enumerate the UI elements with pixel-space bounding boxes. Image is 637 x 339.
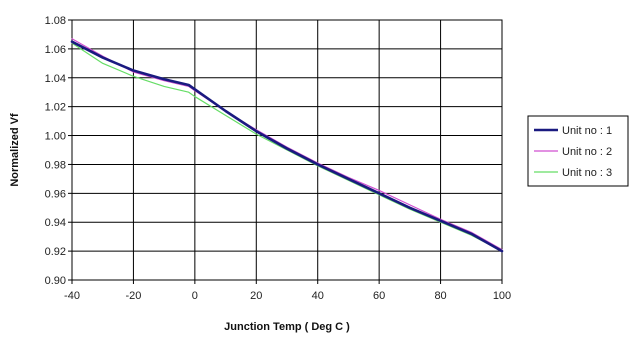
x-tick-label: 40 xyxy=(312,290,324,302)
y-tick-label: 0.90 xyxy=(45,275,66,287)
y-axis-title: Normalized Vf xyxy=(9,113,21,187)
y-tick-label: 1.04 xyxy=(45,73,66,85)
series-line-unit-3 xyxy=(71,42,503,252)
tick-labels: 0.90 0.92 0.94 0.96 0.98 1.00 1.02 1.04 1.06 1.08… xyxy=(45,15,512,302)
x-tick-label: 20 xyxy=(250,290,262,302)
x-tick-label: 100 xyxy=(493,290,511,302)
legend-label-unit-3: Unit no : 3 xyxy=(562,167,612,179)
y-tick-label: 0.96 xyxy=(45,188,66,200)
legend-label-unit-1: Unit no : 1 xyxy=(562,125,612,137)
y-tick-label: 1.08 xyxy=(45,15,66,27)
y-tick-label: 1.00 xyxy=(45,131,66,143)
axes xyxy=(68,19,503,284)
plot-area-border xyxy=(71,19,503,281)
legend-label-unit-2: Unit no : 2 xyxy=(562,146,612,158)
x-tick-label: -20 xyxy=(125,290,141,302)
series-lines xyxy=(70,38,504,253)
x-tick-label: 60 xyxy=(373,290,385,302)
x-tick-label: 0 xyxy=(192,290,198,302)
x-tick-label: 80 xyxy=(434,290,446,302)
y-tick-label: 1.06 xyxy=(45,44,66,56)
series-line-unit-1 xyxy=(70,40,504,253)
x-tick-label: -40 xyxy=(64,290,80,302)
legend: Unit no : 1 Unit no : 2 Unit no : 3 xyxy=(527,115,629,187)
y-tick-label: 0.92 xyxy=(45,246,66,258)
x-axis-title: Junction Temp ( Deg C ) xyxy=(224,321,350,333)
y-tick-label: 0.98 xyxy=(45,159,66,171)
y-tick-label: 0.94 xyxy=(45,217,66,229)
y-tick-label: 1.02 xyxy=(45,102,66,114)
